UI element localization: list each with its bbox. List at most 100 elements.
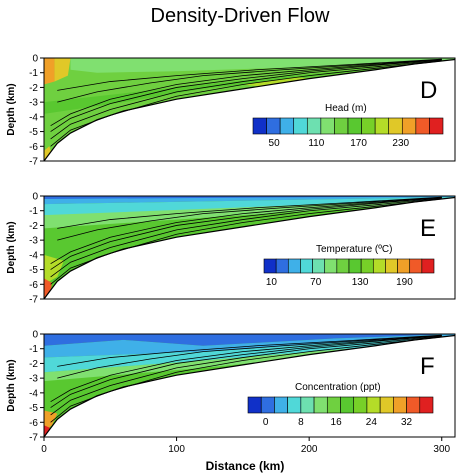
colorbar-swatch bbox=[287, 258, 301, 274]
contour-line bbox=[50, 335, 442, 403]
colorbar: Concentration (ppt) 0 8 16 24 32 bbox=[247, 382, 434, 428]
contour-line bbox=[50, 336, 442, 423]
colorbar-swatch bbox=[260, 396, 275, 414]
field-region bbox=[44, 334, 455, 358]
contour-line bbox=[50, 197, 442, 265]
colorbar-swatch bbox=[279, 117, 295, 135]
y-tick-label: -3 bbox=[29, 374, 38, 385]
panels-group: 0 -1 -2 -3 -4 -5 -6 -7 Depth (km) D Head (m) 50 110 1… bbox=[6, 54, 456, 455]
contour-line bbox=[50, 197, 442, 270]
y-tick-label: -3 bbox=[29, 236, 38, 247]
colorbar-swatch bbox=[334, 117, 349, 135]
contour-line bbox=[50, 60, 442, 147]
y-tick-label: -3 bbox=[29, 98, 38, 109]
y-tick-label: -5 bbox=[29, 403, 38, 414]
y-tick-label: -4 bbox=[29, 250, 38, 261]
y-tick-label: -1 bbox=[29, 344, 38, 355]
basement-profile bbox=[43, 334, 456, 438]
y-tick-label: -2 bbox=[29, 83, 38, 94]
x-tick-label: 100 bbox=[168, 444, 185, 455]
colorbar-swatch bbox=[312, 258, 326, 274]
colorbar-swatch bbox=[401, 117, 417, 135]
contour-line bbox=[50, 59, 442, 140]
x-tick-label: 0 bbox=[41, 444, 47, 455]
field-region bbox=[44, 334, 455, 346]
panel-letter: F bbox=[420, 353, 435, 380]
contour-line bbox=[50, 197, 442, 278]
colorbar-tick-label: 50 bbox=[269, 138, 281, 149]
colorbar-tick-label: 16 bbox=[331, 417, 343, 428]
colorbar-swatch bbox=[313, 396, 328, 414]
x-tick-label: 300 bbox=[433, 444, 450, 455]
plot-frame bbox=[43, 195, 456, 300]
y-tick-label: -7 bbox=[29, 157, 38, 168]
colorbar-swatch bbox=[415, 117, 430, 135]
colorbar-tick-label: 24 bbox=[366, 417, 378, 428]
colorbar-swatch bbox=[287, 396, 302, 414]
y-tick-label: -5 bbox=[29, 127, 38, 138]
colorbar-tick-label: 0 bbox=[263, 417, 269, 428]
field-region bbox=[44, 58, 55, 85]
field-region bbox=[44, 196, 455, 199]
colorbar-swatch bbox=[300, 396, 315, 414]
y-tick-label: 0 bbox=[32, 330, 38, 341]
colorbar-swatch bbox=[374, 117, 390, 135]
colorbar-tick-label: 110 bbox=[308, 138, 324, 149]
y-axis-label: Depth (km) bbox=[6, 83, 17, 135]
y-tick-label: -1 bbox=[29, 206, 38, 217]
x-axis-label: Distance (km) bbox=[206, 459, 285, 473]
colorbar-title: Concentration (ppt) bbox=[295, 382, 381, 393]
colorbar-tick-label: 170 bbox=[350, 138, 367, 149]
field-region bbox=[44, 254, 64, 285]
y-tick-label: -7 bbox=[29, 433, 38, 444]
colorbar-swatch bbox=[361, 117, 376, 135]
colorbar-swatch bbox=[372, 258, 386, 274]
colorbar-swatch bbox=[409, 258, 423, 274]
colorbar-swatch bbox=[393, 396, 407, 414]
y-tick-label: -7 bbox=[29, 295, 38, 306]
colorbar-tick-label: 190 bbox=[396, 277, 413, 288]
field-region bbox=[44, 146, 52, 161]
contour-line bbox=[57, 196, 442, 229]
y-tick-label: -4 bbox=[29, 112, 38, 123]
colorbar-swatch bbox=[419, 396, 434, 414]
y-tick-label: 0 bbox=[32, 192, 38, 203]
y-tick-label: -2 bbox=[29, 359, 38, 370]
y-tick-label: -6 bbox=[29, 418, 38, 429]
colorbar-swatch bbox=[397, 258, 411, 274]
contour-line bbox=[57, 335, 442, 379]
y-axis-label: Depth (km) bbox=[6, 221, 17, 273]
colorbar-swatch bbox=[429, 117, 444, 135]
x-tick-label: 200 bbox=[301, 444, 318, 455]
field-region bbox=[44, 410, 58, 432]
colorbar-tick-label: 8 bbox=[298, 417, 304, 428]
colorbar-tick-label: 32 bbox=[401, 417, 413, 428]
panel-letter: E bbox=[420, 215, 436, 242]
colorbar-swatch bbox=[275, 258, 289, 274]
colorbar-swatch bbox=[388, 117, 403, 135]
colorbar-swatch bbox=[347, 117, 362, 135]
colorbar-swatch bbox=[306, 117, 322, 135]
colorbar-swatch bbox=[421, 258, 435, 274]
colorbar-swatch bbox=[263, 258, 277, 274]
contour-line bbox=[50, 59, 442, 127]
field-region bbox=[44, 197, 455, 216]
colorbar-swatch bbox=[247, 396, 262, 414]
colorbar-title: Head (m) bbox=[325, 103, 367, 114]
colorbar-swatch bbox=[379, 396, 394, 414]
colorbar-swatch bbox=[252, 117, 267, 135]
colorbar-swatch bbox=[385, 258, 398, 274]
colorbar-swatch bbox=[324, 258, 338, 274]
y-tick-label: -2 bbox=[29, 221, 38, 232]
colorbar-swatch bbox=[348, 258, 362, 274]
colorbar-tick-label: 10 bbox=[266, 277, 278, 288]
colorbar-title: Temperature (ºC) bbox=[316, 244, 392, 255]
y-tick-label: -6 bbox=[29, 280, 38, 291]
colorbar-swatch bbox=[366, 396, 381, 414]
panel-letter: D bbox=[420, 77, 437, 104]
contour-line bbox=[57, 197, 442, 241]
colorbar-swatch bbox=[406, 396, 421, 414]
colorbar-swatch bbox=[360, 258, 374, 274]
colorbar: Temperature (ºC) 10 70 130 190 bbox=[263, 244, 435, 288]
